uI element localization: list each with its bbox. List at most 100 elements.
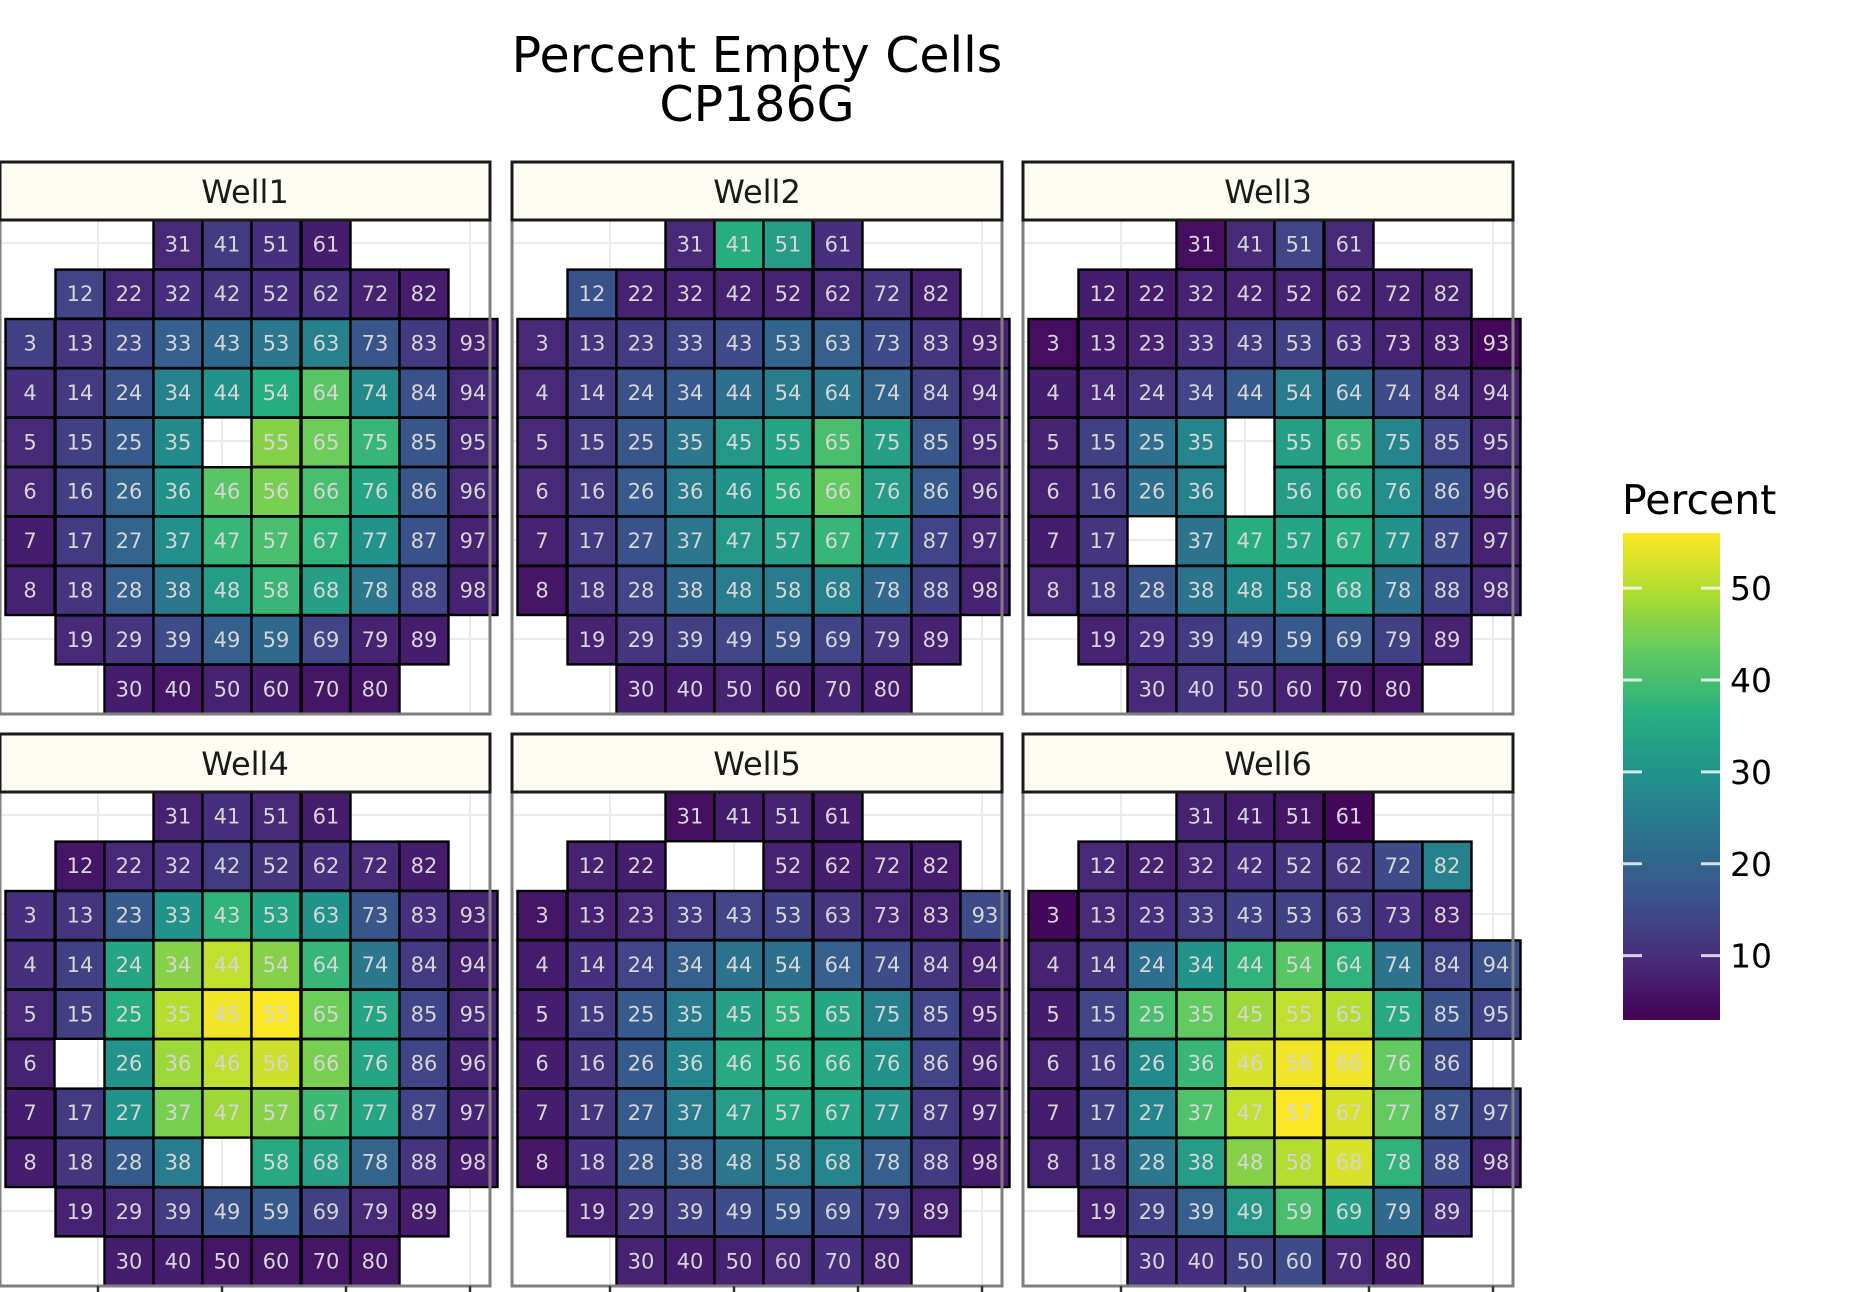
cell-label-50: 50 bbox=[726, 1249, 753, 1273]
cell-63 bbox=[1323, 317, 1375, 370]
cell-label-6: 6 bbox=[535, 480, 548, 504]
cell-25 bbox=[615, 416, 667, 469]
cell-label-23: 23 bbox=[116, 904, 143, 928]
cell-label-16: 16 bbox=[579, 480, 606, 504]
cell-label-39: 39 bbox=[1188, 628, 1215, 652]
cell-label-73: 73 bbox=[362, 904, 389, 928]
cell-label-46: 46 bbox=[214, 480, 241, 504]
cell-33 bbox=[664, 317, 716, 370]
cell-52 bbox=[1273, 840, 1325, 892]
cell-60 bbox=[762, 663, 814, 715]
cell-label-72: 72 bbox=[1385, 854, 1412, 878]
cell-label-59: 59 bbox=[775, 628, 802, 652]
cell-label-64: 64 bbox=[313, 953, 340, 977]
cell-4 bbox=[4, 939, 56, 991]
cell-8 bbox=[516, 564, 568, 617]
cell-label-61: 61 bbox=[825, 805, 852, 829]
cell-label-41: 41 bbox=[726, 805, 753, 829]
cell-80 bbox=[349, 1235, 401, 1287]
cell-label-24: 24 bbox=[628, 953, 655, 977]
cell-85 bbox=[1421, 988, 1473, 1041]
cell-31 bbox=[664, 791, 716, 843]
cell-label-98: 98 bbox=[972, 1151, 999, 1175]
cell-label-19: 19 bbox=[67, 628, 94, 652]
cell-label-86: 86 bbox=[1434, 480, 1461, 504]
cell-56 bbox=[762, 466, 814, 518]
cell-27 bbox=[615, 1087, 667, 1139]
cell-label-47: 47 bbox=[1237, 1101, 1264, 1125]
cell-label-42: 42 bbox=[214, 282, 241, 306]
cell-label-41: 41 bbox=[214, 233, 241, 257]
cell-label-19: 19 bbox=[1090, 628, 1117, 652]
cell-label-56: 56 bbox=[263, 1052, 290, 1076]
cell-24 bbox=[615, 939, 667, 991]
cell-label-22: 22 bbox=[628, 282, 655, 306]
cell-label-27: 27 bbox=[116, 1101, 143, 1125]
strip-label-well6: Well6 bbox=[1224, 745, 1312, 783]
cell-label-33: 33 bbox=[1188, 904, 1215, 928]
cell-label-22: 22 bbox=[116, 854, 143, 878]
cell-88 bbox=[1421, 1136, 1473, 1189]
cell-label-68: 68 bbox=[313, 579, 340, 603]
cell-label-42: 42 bbox=[1237, 854, 1264, 878]
cell-label-66: 66 bbox=[1336, 480, 1363, 504]
cell-label-8: 8 bbox=[535, 1151, 548, 1175]
cell-47 bbox=[201, 1087, 253, 1139]
cell-label-36: 36 bbox=[165, 480, 192, 504]
cell-label-31: 31 bbox=[1188, 233, 1215, 257]
cell-label-55: 55 bbox=[1286, 1002, 1313, 1026]
cell-label-12: 12 bbox=[579, 282, 606, 306]
cell-label-32: 32 bbox=[1188, 854, 1215, 878]
cell-label-44: 44 bbox=[726, 381, 753, 405]
cell-label-47: 47 bbox=[726, 1101, 753, 1125]
cell-49 bbox=[1224, 614, 1276, 666]
cell-label-49: 49 bbox=[726, 628, 753, 652]
cell-86 bbox=[398, 466, 450, 518]
cell-label-29: 29 bbox=[628, 1200, 655, 1224]
cell-label-44: 44 bbox=[214, 381, 241, 405]
cell-69 bbox=[812, 614, 864, 666]
cell-label-56: 56 bbox=[775, 480, 802, 504]
cell-8 bbox=[4, 564, 56, 617]
cell-label-31: 31 bbox=[165, 805, 192, 829]
cell-52 bbox=[762, 840, 814, 892]
color-legend: Percent 10 20 30 40 50 bbox=[1622, 476, 1776, 1020]
cell-23 bbox=[103, 889, 155, 942]
cell-label-98: 98 bbox=[460, 579, 487, 603]
cell-label-68: 68 bbox=[825, 579, 852, 603]
cell-89 bbox=[398, 614, 450, 666]
cell-label-97: 97 bbox=[972, 529, 999, 553]
cell-label-50: 50 bbox=[726, 677, 753, 701]
cell-80 bbox=[1372, 1235, 1424, 1287]
cell-label-64: 64 bbox=[825, 953, 852, 977]
cell-label-25: 25 bbox=[628, 430, 655, 454]
cell-label-41: 41 bbox=[1237, 805, 1264, 829]
cell-56 bbox=[250, 1038, 302, 1090]
cell-19 bbox=[1077, 614, 1129, 666]
cell-69 bbox=[300, 614, 352, 666]
cell-label-63: 63 bbox=[825, 332, 852, 356]
cell-label-36: 36 bbox=[677, 1052, 704, 1076]
cell-77 bbox=[349, 1087, 401, 1139]
cell-label-95: 95 bbox=[972, 430, 999, 454]
cell-64 bbox=[1323, 939, 1375, 991]
cell-14 bbox=[566, 939, 618, 991]
cell-label-63: 63 bbox=[825, 904, 852, 928]
cell-label-40: 40 bbox=[1188, 677, 1215, 701]
cell-label-67: 67 bbox=[1336, 1101, 1363, 1125]
cell-label-38: 38 bbox=[677, 1151, 704, 1175]
cell-label-17: 17 bbox=[67, 529, 94, 553]
cell-label-86: 86 bbox=[923, 480, 950, 504]
cell-label-35: 35 bbox=[677, 430, 704, 454]
cell-label-56: 56 bbox=[1286, 1052, 1313, 1076]
cell-label-52: 52 bbox=[263, 854, 290, 878]
cell-label-77: 77 bbox=[874, 1101, 901, 1125]
cell-label-83: 83 bbox=[411, 904, 438, 928]
cell-18 bbox=[54, 1136, 106, 1189]
cell-label-76: 76 bbox=[362, 1052, 389, 1076]
cell-86 bbox=[1421, 466, 1473, 518]
